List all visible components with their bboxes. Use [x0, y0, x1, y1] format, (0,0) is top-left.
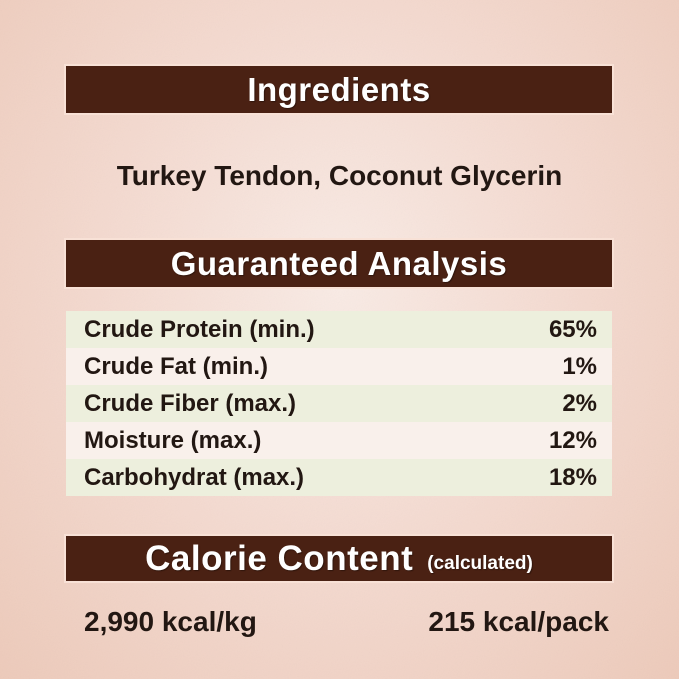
- calorie-content-subtitle: (calculated): [427, 552, 533, 574]
- analysis-row: Carbohydrat (max.) 18%: [66, 459, 612, 496]
- calorie-per-kg: 2,990 kcal/kg: [84, 606, 257, 637]
- analysis-row: Crude Fiber (max.) 2%: [66, 385, 612, 422]
- row-label: Crude Protein (min.): [84, 315, 315, 343]
- calorie-values: 2,990 kcal/kg 215 kcal/pack: [66, 603, 612, 641]
- row-value: 1%: [562, 352, 597, 380]
- row-value: 2%: [562, 389, 597, 417]
- analysis-row: Crude Fat (min.) 1%: [66, 348, 612, 385]
- row-label: Moisture (max.): [84, 426, 262, 454]
- guaranteed-analysis-banner: Guaranteed Analysis: [66, 240, 612, 287]
- row-value: 18%: [548, 463, 597, 491]
- ingredients-list: Turkey Tendon, Coconut Glycerin: [116, 160, 563, 191]
- calorie-content-banner: Calorie Content (calculated): [66, 536, 612, 581]
- calorie-content-title: Calorie Content: [145, 538, 414, 578]
- guaranteed-analysis-title: Guaranteed Analysis: [170, 244, 508, 282]
- analysis-row: Moisture (max.) 12%: [66, 422, 612, 459]
- calorie-per-pack: 215 kcal/pack: [428, 606, 609, 637]
- row-label: Crude Fiber (max.): [84, 389, 297, 417]
- ingredients-title: Ingredients: [247, 70, 431, 108]
- analysis-row: Crude Protein (min.) 65%: [66, 311, 612, 348]
- ingredients-banner: Ingredients: [66, 66, 612, 113]
- row-label: Carbohydrat (max.): [84, 463, 305, 491]
- guaranteed-analysis-table: Crude Protein (min.) 65% Crude Fat (min.…: [66, 311, 612, 496]
- row-value: 65%: [548, 315, 597, 343]
- row-label: Crude Fat (min.): [84, 352, 268, 380]
- row-value: 12%: [548, 426, 597, 454]
